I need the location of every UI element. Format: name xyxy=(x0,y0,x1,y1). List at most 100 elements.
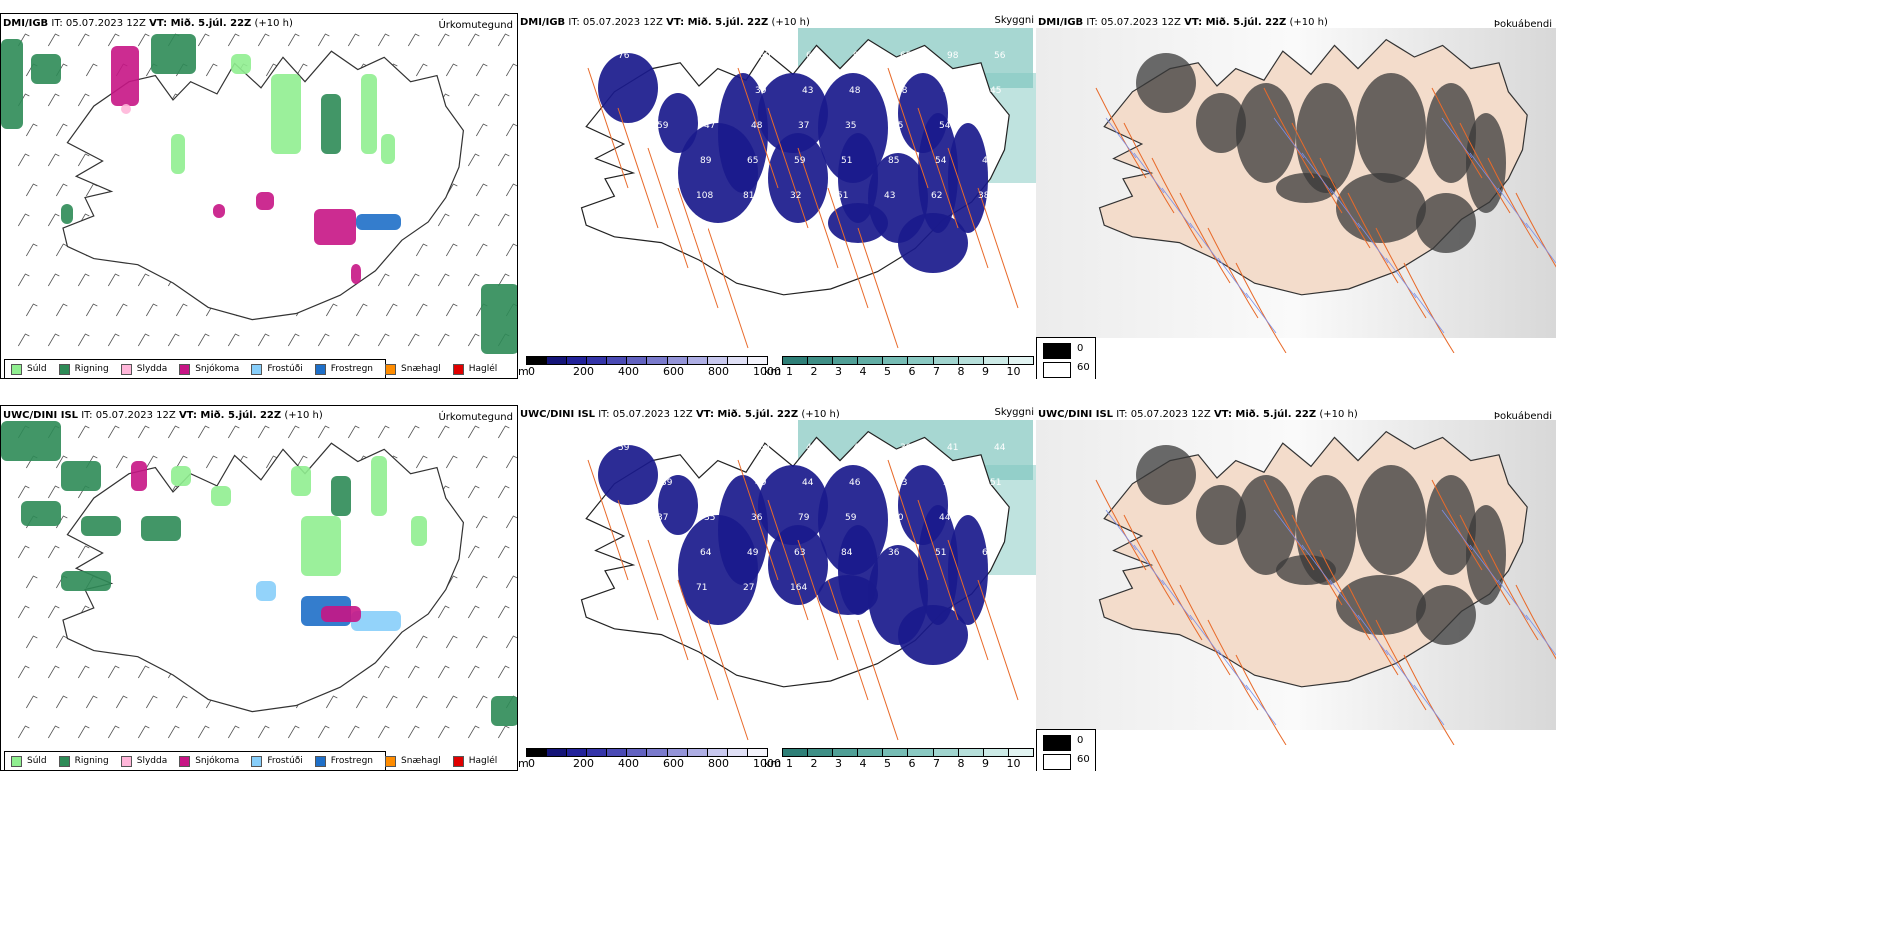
road xyxy=(1347,584,1399,676)
wind-barb xyxy=(475,515,488,529)
fog-map xyxy=(1036,420,1556,745)
wind-barb xyxy=(257,33,270,47)
fog-key-low-swatch xyxy=(1043,735,1071,751)
wind-barb xyxy=(77,33,90,47)
cloud-height-label: 65 xyxy=(982,548,993,558)
wind-barb xyxy=(467,33,480,47)
cloud-cover-colorbar: km 1 2 3 4 5 6 7 8 9 10 xyxy=(764,356,1036,378)
wind-barb xyxy=(25,183,38,197)
wind-barb xyxy=(467,425,480,439)
wind-barb xyxy=(107,665,120,679)
precip-area xyxy=(61,461,101,491)
wind-barb xyxy=(475,243,488,257)
road xyxy=(1207,227,1259,319)
wind-barb xyxy=(47,273,60,287)
wind-barb xyxy=(475,455,488,469)
wind-barb xyxy=(497,665,510,679)
wind-barb xyxy=(325,303,338,317)
fog-dark-area xyxy=(1356,73,1426,183)
wind-barb xyxy=(227,33,240,47)
cloud-height-label: 41 xyxy=(947,443,958,453)
road xyxy=(1123,514,1175,606)
colorbar-unit: m xyxy=(518,757,529,770)
road xyxy=(1095,87,1147,179)
wind-barb xyxy=(175,695,188,709)
legend-label: Snjókoma xyxy=(195,756,240,766)
river xyxy=(1385,257,1417,299)
legend-swatch xyxy=(120,755,132,767)
colorbar-unit: m xyxy=(518,365,529,378)
wind-barb xyxy=(265,455,278,469)
cloud-height-label: 38 xyxy=(900,443,912,453)
legend-item: Snjókoma xyxy=(179,363,239,375)
fog-panel-row1: DMI/IGB IT: 05.07.2023 12Z VT: Mið. 5.jú… xyxy=(1036,13,1556,379)
precip-area xyxy=(1,421,61,461)
cloud-map: 59 60 53 64 44 47 38 41 44 39 36 49 44 46 53 39 51 37 35 36… xyxy=(580,420,1036,741)
river xyxy=(1413,684,1445,726)
fog-dark-area xyxy=(1276,173,1336,203)
wind-barb xyxy=(107,33,120,47)
colorbar-tick: 10 xyxy=(1006,757,1021,770)
precip-area xyxy=(1,39,23,129)
wind-barb xyxy=(47,93,60,107)
road xyxy=(1515,584,1556,660)
wind-barb xyxy=(497,153,510,167)
precip-area xyxy=(314,209,356,245)
precip-map xyxy=(1,33,517,354)
wind-barb xyxy=(47,605,60,619)
fog-dark-area xyxy=(1236,83,1296,183)
wind-barb xyxy=(25,695,38,709)
low-cloud-area xyxy=(918,505,958,625)
road xyxy=(1179,584,1231,676)
wind-barb xyxy=(505,515,517,529)
colorbar-strip xyxy=(782,356,1034,365)
road xyxy=(587,67,629,189)
cloud-height-label: 64 xyxy=(700,548,712,558)
wind-barb xyxy=(385,303,398,317)
wind-barb xyxy=(377,665,390,679)
precip-area xyxy=(61,204,73,224)
cloud-height-label: 59 xyxy=(845,513,857,523)
wind-barb xyxy=(287,425,300,439)
wind-barb xyxy=(145,303,158,317)
precip-area xyxy=(356,214,401,230)
river xyxy=(1105,509,1137,551)
cloud-height-label: 60 xyxy=(759,51,771,61)
cloud-height-label: 45 xyxy=(892,121,903,131)
wind-barb xyxy=(167,425,180,439)
legend-item: Frostúði xyxy=(251,755,303,767)
fog-dark-area xyxy=(1196,93,1246,153)
cloud-height-label: 89 xyxy=(700,156,712,166)
wind-barb xyxy=(115,455,128,469)
wind-barb xyxy=(355,303,368,317)
river xyxy=(1329,579,1361,621)
road xyxy=(1459,122,1511,214)
wind-barb xyxy=(137,425,150,439)
road xyxy=(677,187,719,309)
precip-area xyxy=(81,516,121,536)
colorbar-tick: 600 xyxy=(663,365,684,378)
fog-dark-area xyxy=(1336,575,1426,635)
wind-barb xyxy=(445,635,458,649)
legend-item: Snæhagl xyxy=(385,363,441,375)
panel-variable: Skyggni xyxy=(994,15,1034,26)
wind-barb xyxy=(25,303,38,317)
fog-dark-area xyxy=(1136,53,1196,113)
cloud-panel-row2: UWC/DINI ISL IT: 05.07.2023 12Z VT: Mið.… xyxy=(518,405,1036,771)
legend-label: Súld xyxy=(27,756,47,766)
legend-swatch xyxy=(314,363,326,375)
legend-item: Frostúði xyxy=(251,363,303,375)
low-cloud-area xyxy=(718,73,768,193)
legend-item: Snæhagl xyxy=(385,755,441,767)
wind-barb xyxy=(415,635,428,649)
cloud-height-label: 44 xyxy=(802,478,814,488)
wind-barb xyxy=(47,333,60,347)
cloud-height-label: 98 xyxy=(947,51,959,61)
cloud-height-label: 44 xyxy=(806,443,818,453)
colorbar-tick: 4 xyxy=(859,365,867,378)
road xyxy=(707,227,749,349)
road xyxy=(947,147,989,269)
wind-barb xyxy=(467,665,480,679)
cloud-height-label: 37 xyxy=(657,513,668,523)
legend-label: Haglél xyxy=(468,756,498,766)
